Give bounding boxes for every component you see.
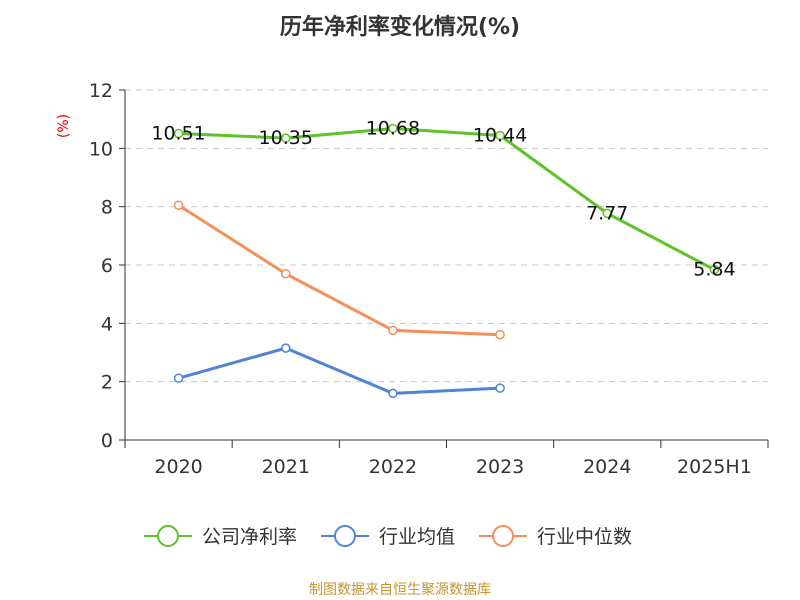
series-0-point-2024 (602, 208, 612, 219)
data-label-2023: 10.44 (473, 125, 527, 147)
legend-item-0[interactable]: 公司净利率 (144, 525, 297, 548)
series-0-point-2020 (173, 128, 184, 139)
legend-item-2[interactable]: 行业中位数 (479, 525, 632, 548)
grid-lines (125, 89, 768, 383)
series-2-point-2023 (495, 329, 505, 340)
y-tick-label-0: 0 (101, 430, 113, 452)
y-tick-label-4: 8 (101, 197, 113, 219)
series-line-1 (178, 346, 501, 395)
series-line-0 (178, 127, 716, 271)
x-tick-label-2022: 2022 (369, 456, 417, 478)
y-axis-unit-label: (%) (56, 114, 72, 138)
data-label-2024: 7.77 (586, 202, 628, 224)
data-labels: 10.51 10.35 10.68 10.44 7.77 5.84 (151, 118, 735, 281)
x-tick-label-2021: 2021 (262, 456, 310, 478)
x-tick-label-2023: 2023 (476, 456, 524, 478)
legend-swatch-marker (492, 525, 514, 547)
source-note: 制图数据来自恒生聚源数据库 (309, 582, 491, 598)
y-tick-label-3: 6 (101, 255, 113, 277)
x-tick-label-2020: 2020 (154, 456, 202, 478)
data-label-2020: 10.51 (151, 122, 205, 144)
series-1-point-2020 (173, 373, 184, 383)
x-tick-label-2024: 2024 (583, 456, 631, 478)
y-tick-label-1: 2 (101, 372, 113, 394)
legend[interactable]: 公司净利率 行业均值 行业中位数 (144, 525, 632, 548)
x-tick-label-2025H1: 2025H1 (677, 456, 752, 478)
y-tick-label-5: 10 (89, 138, 113, 160)
legend-item-1[interactable]: 行业均值 (321, 525, 455, 548)
series-0-point-2021 (281, 133, 291, 143)
legend-swatch-marker (334, 525, 356, 547)
series-0-point-2023 (495, 130, 505, 141)
series-lines (173, 123, 720, 399)
series-1-point-2022 (388, 388, 398, 399)
data-label-2021: 10.35 (259, 127, 313, 149)
y-tick-label-2: 4 (101, 313, 113, 335)
chart-title: 历年净利率变化情况(%) (280, 14, 520, 40)
data-label-2022: 10.68 (366, 118, 420, 140)
axes: 0 2 4 6 8 10 12 2020 2021 2022 2023 2024 2025H1 (89, 80, 769, 478)
series-2-point-2020 (173, 200, 184, 210)
series-0-point-2022 (388, 123, 398, 134)
legend-label: 行业中位数 (537, 526, 632, 548)
data-label-2025H1: 5.84 (693, 259, 735, 281)
series-2-point-2021 (281, 269, 291, 279)
legend-label: 公司净利率 (202, 526, 297, 548)
legend-label: 行业均值 (379, 526, 455, 548)
series-2-point-2022 (388, 325, 398, 336)
series-1-point-2023 (495, 383, 505, 393)
series-1-point-2021 (281, 343, 291, 353)
series-line-2 (177, 203, 501, 337)
series-0-point-2025H1 (709, 264, 720, 275)
legend-swatch-marker (157, 525, 179, 547)
y-tick-label-6: 12 (89, 80, 113, 102)
